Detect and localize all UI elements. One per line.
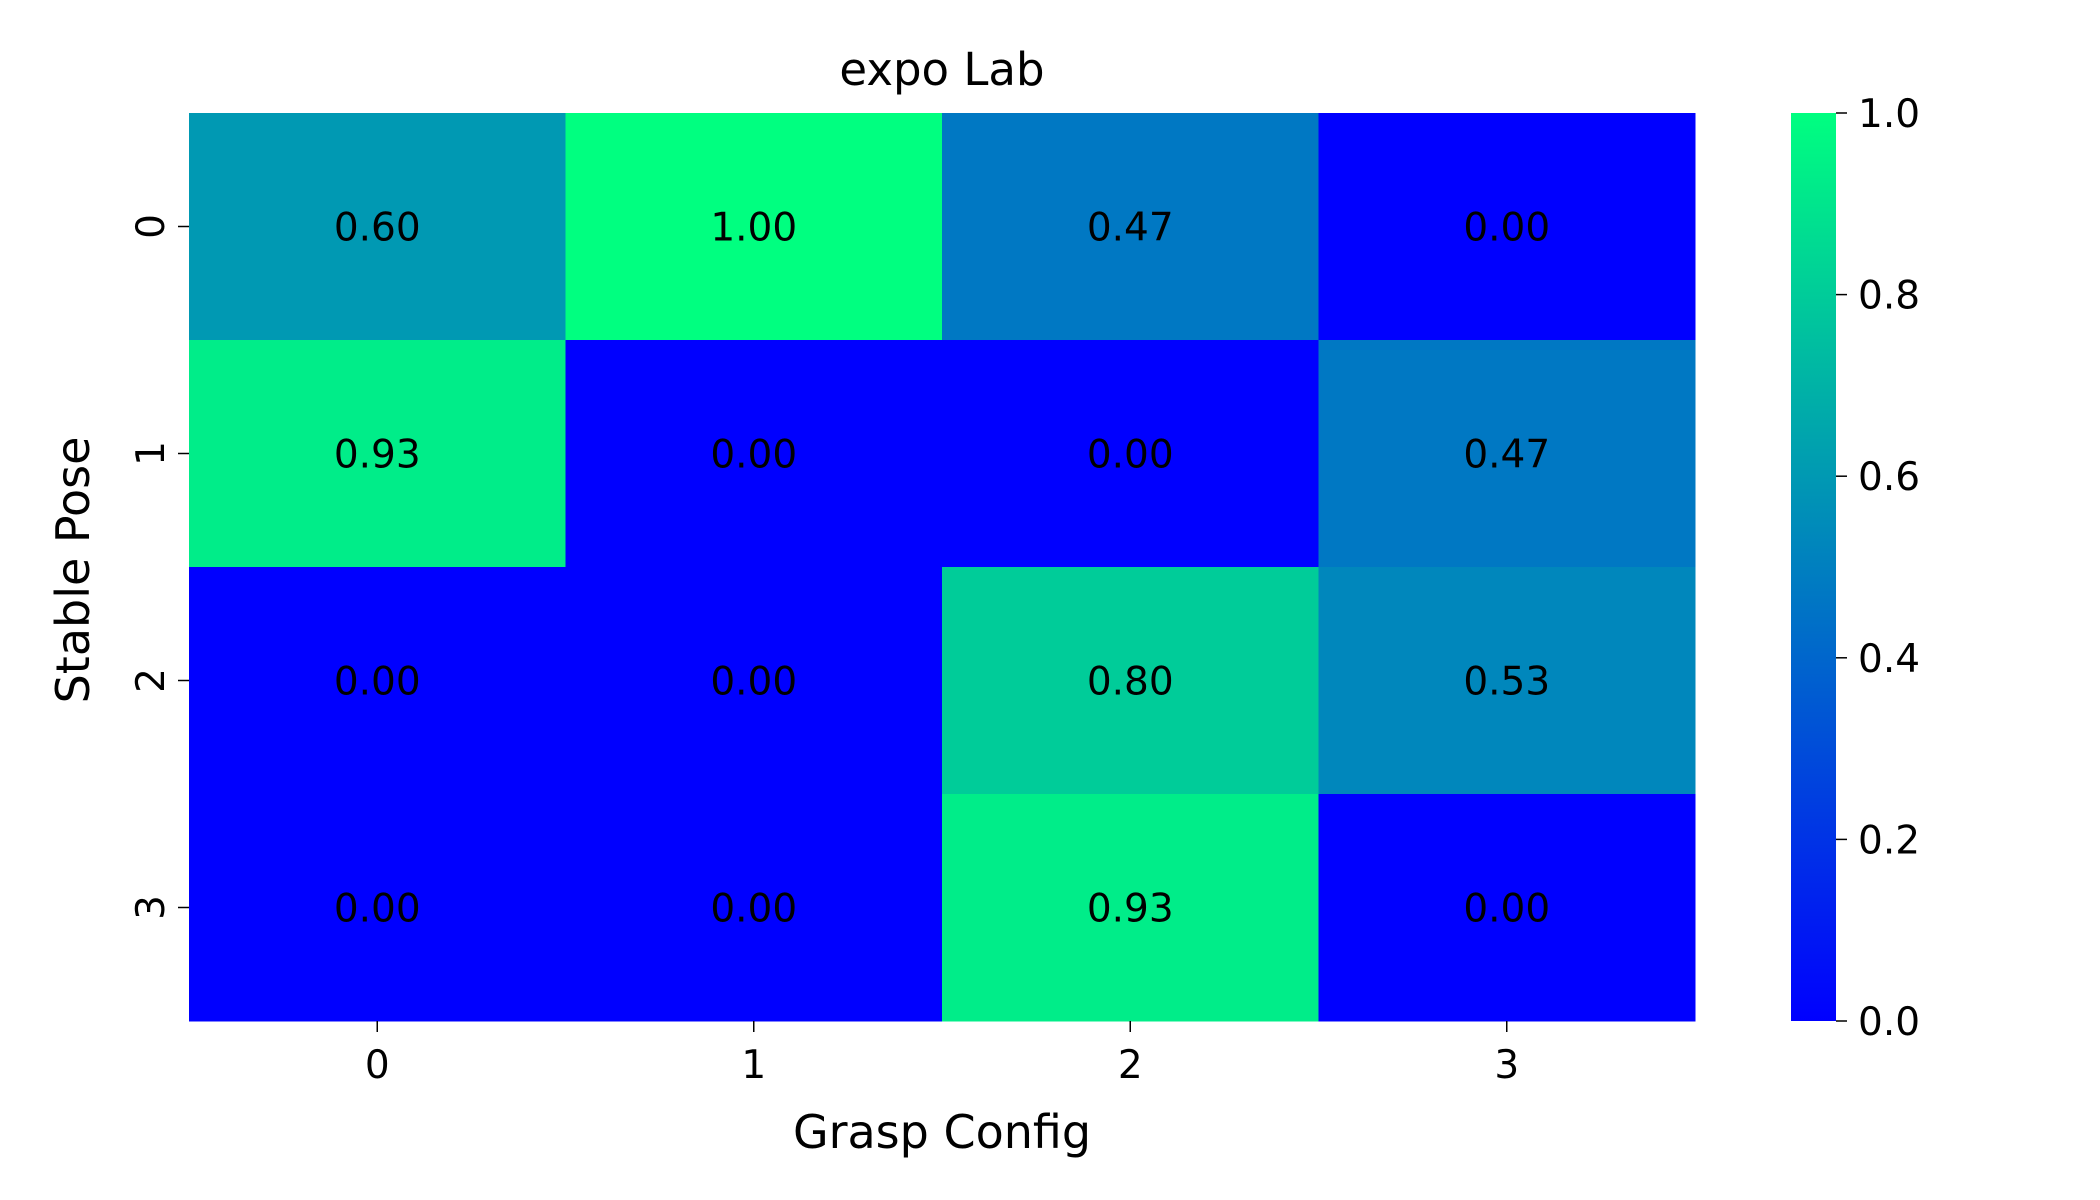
cell-value-label-r2-c3: 0.53	[1463, 660, 1550, 705]
cell-value-label-r1-c1: 0.00	[710, 433, 797, 478]
cell-value-label-r0-c1: 1.00	[710, 206, 797, 251]
cell-value-label-r2-c2: 0.80	[1087, 660, 1174, 705]
y-axis-ticks: 0 1 2 3	[129, 214, 189, 920]
cell-value-label-r0-c3: 0.00	[1463, 206, 1550, 251]
cell-value-label-r1-c3: 0.47	[1463, 433, 1550, 478]
heatmap-cell-r2-c3	[1318, 567, 1696, 795]
x-axis-label: Grasp Config	[793, 1105, 1091, 1159]
heatmap-cell-r0-c3	[1318, 113, 1696, 341]
heatmap-cell-r1-c1	[565, 340, 943, 568]
cell-value-label-r0-c2: 0.47	[1087, 206, 1174, 251]
colorbar-tick-label-1: 0.2	[1858, 818, 1920, 863]
heatmap-cell-r0-c0	[189, 113, 566, 341]
chart-title: expo Lab	[839, 43, 1044, 96]
heatmap-cells	[189, 113, 1696, 1022]
y-tick-label-0: 0	[129, 214, 174, 239]
heatmap-cell-r3-c1	[565, 794, 943, 1022]
cell-value-label-r1-c0: 0.93	[334, 433, 421, 478]
x-tick-label-3: 3	[1494, 1043, 1519, 1088]
heatmap-cell-labels: 0.60 1.00 0.47 0.00 0.93 0.00 0.00 0.47 0.00 0.00…	[334, 206, 1550, 932]
colorbar-tick-label-4: 0.8	[1858, 274, 1920, 319]
x-axis-ticks: 0 1 2 3	[365, 1021, 1519, 1088]
colorbar-tick-label-2: 0.4	[1858, 637, 1920, 682]
heatmap-cell-r0-c2	[942, 113, 1319, 341]
cell-value-label-r2-c0: 0.00	[334, 660, 421, 705]
colorbar-ticks: 0.0 0.2 0.4 0.6 0.8 1.0	[1836, 92, 1920, 1045]
heatmap-cell-r1-c2	[942, 340, 1319, 568]
x-tick-label-2: 2	[1118, 1043, 1143, 1088]
colorbar-tick-label-5: 1.0	[1858, 92, 1920, 137]
cell-value-label-r3-c1: 0.00	[710, 887, 797, 932]
cell-value-label-r2-c1: 0.00	[710, 660, 797, 705]
heatmap-cell-r2-c0	[189, 567, 566, 795]
x-tick-label-0: 0	[365, 1043, 390, 1088]
heatmap-cell-r1-c0	[189, 340, 566, 568]
heatmap-cell-r2-c1	[565, 567, 943, 795]
colorbar-tick-label-0: 0.0	[1858, 1000, 1920, 1045]
cell-value-label-r3-c0: 0.00	[334, 887, 421, 932]
colorbar	[1791, 113, 1836, 1021]
cell-value-label-r0-c0: 0.60	[334, 206, 421, 251]
heatmap-cell-r0-c1	[565, 113, 943, 341]
heatmap-cell-r3-c3	[1318, 794, 1696, 1022]
cell-value-label-r3-c3: 0.00	[1463, 887, 1550, 932]
x-tick-label-1: 1	[741, 1043, 766, 1088]
cell-value-label-r1-c2: 0.00	[1087, 433, 1174, 478]
heatmap-cell-r1-c3	[1318, 340, 1696, 568]
heatmap-cell-r3-c0	[189, 794, 566, 1022]
y-axis-label: Stable Pose	[46, 437, 100, 704]
heatmap-cell-r3-c2	[942, 794, 1319, 1022]
heatmap-cell-r2-c2	[942, 567, 1319, 795]
y-tick-label-3: 3	[129, 895, 174, 920]
cell-value-label-r3-c2: 0.93	[1087, 887, 1174, 932]
colorbar-tick-label-3: 0.6	[1858, 455, 1920, 500]
y-tick-label-2: 2	[129, 668, 174, 693]
y-tick-label-1: 1	[129, 441, 174, 466]
